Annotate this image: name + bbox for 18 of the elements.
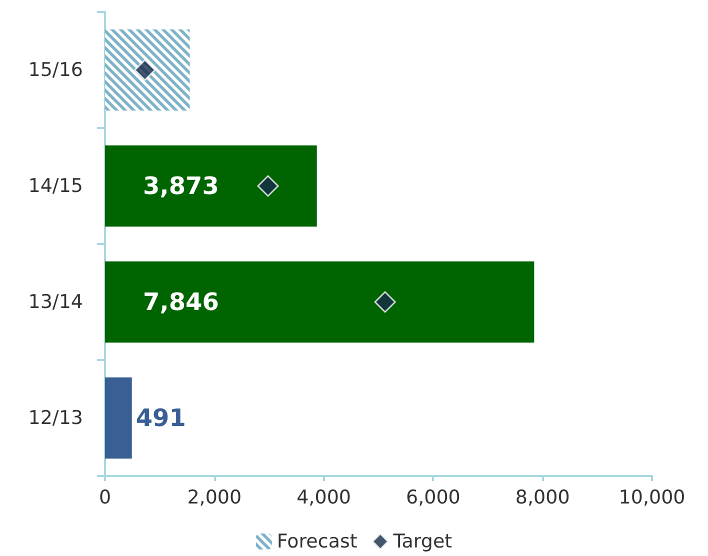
x-tick-label: 6,000	[406, 486, 460, 508]
y-tick-label: 13/14	[28, 291, 83, 313]
bar	[105, 261, 534, 343]
bar	[105, 145, 317, 227]
legend-label: Target	[392, 530, 452, 552]
x-tick-label: 2,000	[187, 486, 242, 508]
x-tick-label: 0	[98, 486, 112, 508]
bar	[105, 377, 132, 459]
y-tick-label: 14/15	[28, 175, 83, 197]
data-label: 491	[136, 404, 186, 432]
y-tick-label: 12/13	[28, 407, 83, 429]
x-tick-label: 8,000	[515, 486, 570, 508]
data-label: 7,846	[143, 288, 219, 316]
y-tick-label: 15/16	[28, 59, 83, 81]
legend-label: Forecast	[276, 530, 358, 552]
data-label: 3,873	[143, 172, 219, 200]
x-tick-label: 10,000	[618, 486, 686, 508]
x-tick-label: 4,000	[296, 486, 352, 508]
